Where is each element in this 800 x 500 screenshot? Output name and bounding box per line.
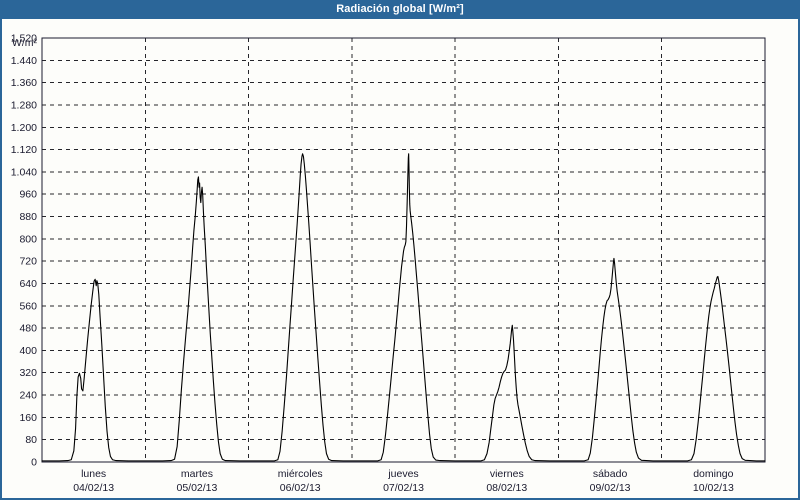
x-axis-date-label: 06/02/13 (280, 482, 321, 494)
y-axis-tick-label: 1.520 (11, 33, 37, 45)
x-gridlines (144, 38, 663, 462)
x-axis-day-label: lunes (81, 468, 106, 480)
y-axis-tick-label: 1.040 (11, 166, 37, 178)
y-axis-tick-label: 80 (25, 434, 37, 446)
y-axis-tick-label: 240 (19, 390, 37, 402)
y-axis-tick-label: 880 (19, 211, 37, 223)
x-axis-tick-labels: lunes 04/02/13 martes 05/02/13 miércoles 06/0… (73, 468, 734, 494)
x-axis-date-label: 10/02/13 (693, 482, 734, 494)
x-axis-day-label: domingo (693, 468, 733, 480)
window-title-bar: Radiación global [W/m²] (0, 0, 800, 19)
y-axis-unit-label: W/m² (12, 37, 38, 49)
y-axis-tick-label: 800 (19, 233, 37, 245)
x-axis-date-label: 05/02/13 (176, 482, 217, 494)
window-title: Radiación global [W/m²] (336, 3, 464, 15)
x-axis-date-label: 09/02/13 (590, 482, 631, 494)
x-axis-date-label: 04/02/13 (73, 482, 114, 494)
y-axis-tick-label: 320 (19, 367, 37, 379)
y-axis-tick-label: 1.120 (11, 144, 37, 156)
plot-frame (41, 37, 766, 463)
y-axis-tick-label: 160 (19, 412, 37, 424)
x-axis-date-label: 07/02/13 (383, 482, 424, 494)
y-axis-tick-label: 0 (31, 457, 37, 469)
y-axis-tick-label: 400 (19, 345, 37, 357)
radiation-series-line (41, 153, 766, 462)
x-axis-day-label: sábado (593, 468, 628, 480)
y-axis-tick-labels: 1.520 1.440 1.360 1.280 1.200 1.120 1.040 960 88… (11, 33, 37, 469)
y-axis-tick-label: 960 (19, 189, 37, 201)
x-axis-day-label: viernes (490, 468, 524, 480)
y-axis-tick-label: 1.200 (11, 122, 37, 134)
y-axis-tick-label: 480 (19, 323, 37, 335)
y-axis-tick-label: 720 (19, 256, 37, 268)
x-axis-day-label: jueves (387, 468, 418, 480)
x-axis-day-label: miércoles (278, 468, 323, 480)
x-axis-day-label: martes (181, 468, 213, 480)
y-axis-tick-label: 1.280 (11, 99, 37, 111)
y-axis-tick-label: 1.440 (11, 55, 37, 67)
x-axis-date-label: 08/02/13 (486, 482, 527, 494)
y-axis-tick-label: 1.360 (11, 77, 37, 89)
y-axis-tick-label: 560 (19, 300, 37, 312)
y-axis-tick-label: 640 (19, 278, 37, 290)
